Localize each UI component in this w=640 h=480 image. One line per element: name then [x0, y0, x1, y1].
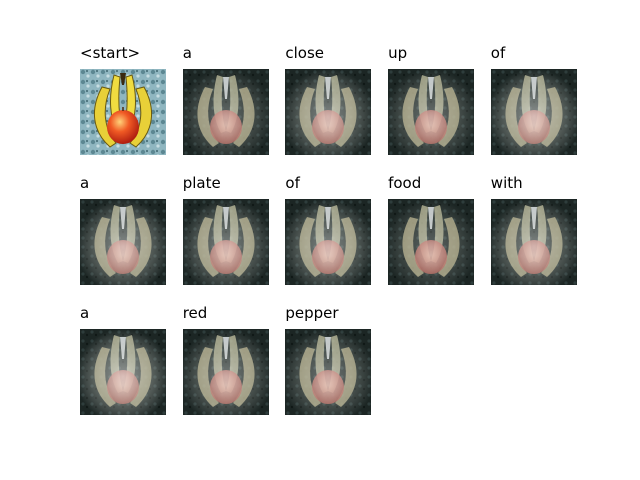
caption-word: a [182, 44, 192, 62]
attention-map-image [490, 69, 577, 155]
attention-map-image [182, 69, 269, 155]
caption-word: close [285, 44, 325, 62]
caption-word: with [490, 174, 523, 192]
caption-word: red [182, 304, 208, 322]
attention-map-image [285, 69, 372, 155]
attention-map-image [80, 329, 166, 415]
caption-word: a [80, 304, 90, 322]
attention-map-image [182, 199, 269, 285]
attention-map-image [285, 199, 372, 285]
caption-word: of [285, 174, 300, 192]
attention-map-image [490, 199, 577, 285]
caption-word: <start> [80, 44, 141, 62]
attention-map-image [285, 329, 372, 415]
caption-word: up [388, 44, 408, 62]
attention-map-image [182, 329, 269, 415]
caption-word: plate [182, 174, 221, 192]
caption-word: a [80, 174, 90, 192]
caption-word: pepper [285, 304, 339, 322]
attention-map-image [388, 69, 475, 155]
caption-word: of [490, 44, 506, 62]
original-image [80, 69, 166, 155]
attention-map-image [388, 199, 475, 285]
caption-word: food [388, 174, 422, 192]
attention-map-image [80, 199, 166, 285]
